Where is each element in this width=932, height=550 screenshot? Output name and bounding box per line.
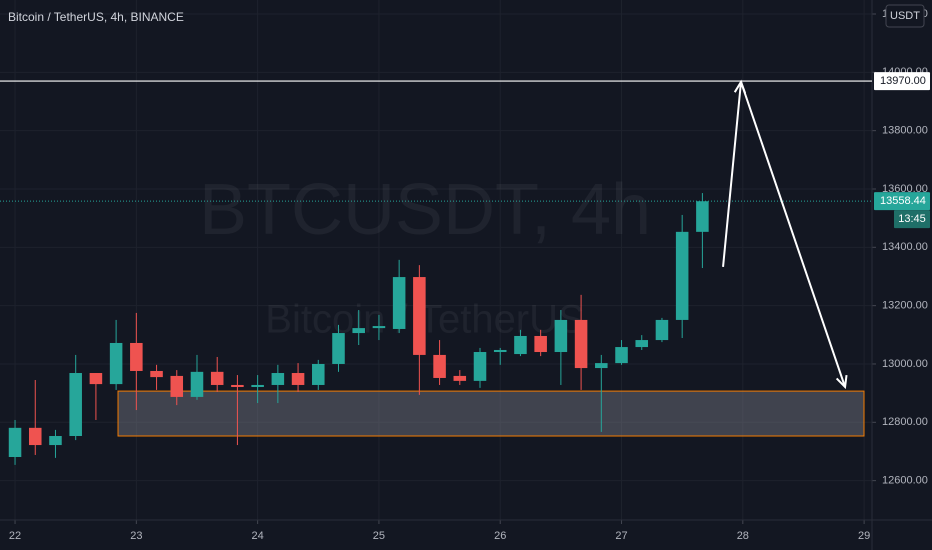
x-tick-label: 24 xyxy=(252,530,264,542)
x-tick-label: 22 xyxy=(9,530,21,542)
candle-body xyxy=(473,352,487,381)
candle-body xyxy=(413,277,426,355)
y-tick-label: 13600.00 xyxy=(882,183,928,195)
price-tag-label: 13558.44 xyxy=(880,195,926,207)
y-tick-label: 13200.00 xyxy=(882,300,928,312)
zone xyxy=(117,390,865,437)
candle-body xyxy=(231,384,244,388)
candle-body xyxy=(433,354,446,378)
candle-body xyxy=(352,328,365,334)
countdown-tag xyxy=(894,210,930,229)
y-tick-label: 12600.00 xyxy=(882,475,928,487)
level-tag-label: 13970.00 xyxy=(880,75,926,87)
candle-body xyxy=(271,373,285,385)
candle-body xyxy=(8,427,22,458)
arrow-head xyxy=(733,79,747,94)
candle-body xyxy=(89,373,103,385)
currency-button xyxy=(885,4,925,28)
candle-body xyxy=(534,335,547,353)
arrow-head xyxy=(835,374,848,390)
candle-body xyxy=(392,277,406,329)
candle-body xyxy=(291,373,305,385)
candle-body xyxy=(150,370,163,378)
x-tick-label: 27 xyxy=(615,530,627,542)
x-tick-label: 23 xyxy=(130,530,142,542)
price-tag xyxy=(874,192,930,211)
candle-body xyxy=(493,349,507,353)
y-tick-label: 13000.00 xyxy=(882,358,928,370)
y-tick-label: 12800.00 xyxy=(882,416,928,428)
chart-title: Bitcoin / TetherUS, 4h, BINANCE xyxy=(8,10,184,24)
arrow xyxy=(722,81,847,388)
candle-body xyxy=(514,335,527,355)
x-tick-label: 26 xyxy=(494,530,506,542)
candle-body xyxy=(554,319,568,353)
candle-body xyxy=(696,201,709,232)
watermark: BTCUSDT, 4h xyxy=(199,170,651,250)
x-tick-label: 25 xyxy=(373,530,385,542)
candle-body xyxy=(574,319,588,369)
candle-body xyxy=(69,373,82,437)
candle-body xyxy=(130,342,143,371)
candle-body xyxy=(635,340,649,348)
candle-body xyxy=(190,371,204,397)
candle-body xyxy=(251,384,264,388)
candle-body xyxy=(312,363,325,385)
candle-body xyxy=(210,371,224,385)
candle-body xyxy=(655,319,669,341)
candle-body xyxy=(372,326,386,329)
candle-body xyxy=(28,427,42,446)
candle-body xyxy=(675,231,689,320)
candle-body xyxy=(615,347,628,364)
y-tick-label: 13800.00 xyxy=(882,125,928,137)
currency-button-label: USDT xyxy=(890,10,920,22)
x-tick-label: 29 xyxy=(858,530,870,542)
candle-body xyxy=(49,436,62,446)
candle-body xyxy=(109,342,123,385)
countdown-label: 13:45 xyxy=(898,213,926,225)
candle-body xyxy=(595,363,608,369)
candle-body xyxy=(332,333,345,364)
candle-body xyxy=(453,375,467,381)
y-tick-label: 13400.00 xyxy=(882,241,928,253)
grid xyxy=(0,0,872,520)
candle-body xyxy=(170,375,184,397)
x-tick-label: 28 xyxy=(737,530,749,542)
level-tag xyxy=(874,72,930,91)
